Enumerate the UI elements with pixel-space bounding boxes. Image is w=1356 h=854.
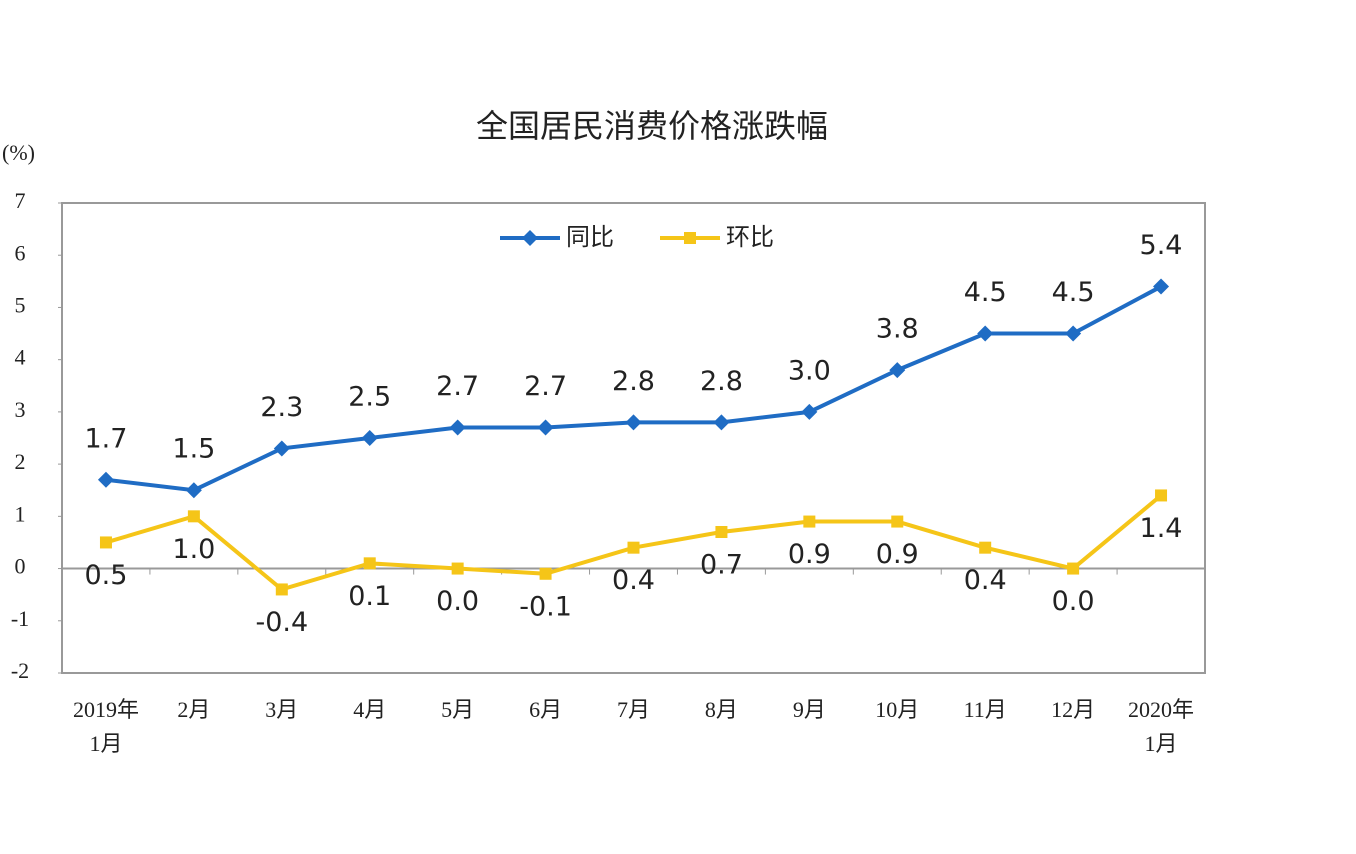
legend-label: 同比 bbox=[566, 223, 614, 251]
data-label: 1.4 bbox=[1140, 513, 1183, 544]
x-tick-label: 4月 bbox=[353, 697, 386, 722]
data-label: 2.8 bbox=[700, 366, 743, 397]
data-label: 2.3 bbox=[260, 392, 303, 423]
data-label: -0.4 bbox=[255, 607, 308, 638]
y-axis-label: (%) bbox=[2, 140, 35, 165]
data-label: 0.0 bbox=[1052, 586, 1095, 617]
data-label: -0.1 bbox=[519, 591, 572, 622]
point bbox=[187, 510, 200, 523]
y-tick-label: 0 bbox=[15, 554, 26, 579]
point bbox=[979, 541, 992, 554]
y-tick-label: 7 bbox=[15, 188, 26, 213]
data-label: 0.9 bbox=[876, 539, 919, 570]
point bbox=[361, 430, 378, 446]
x-tick-label: 3月 bbox=[265, 697, 298, 722]
data-label: 2.7 bbox=[436, 371, 479, 402]
data-label: 5.4 bbox=[1140, 230, 1183, 261]
point bbox=[1065, 325, 1082, 342]
data-label: 4.5 bbox=[964, 277, 1007, 308]
chart-title: 全国居民消费价格涨跌幅 bbox=[476, 107, 828, 145]
x-tick-label: 2月 bbox=[177, 697, 210, 722]
y-tick-label: -2 bbox=[11, 658, 29, 683]
point bbox=[715, 526, 728, 538]
plot-area bbox=[61, 202, 1206, 674]
point bbox=[363, 557, 376, 570]
x-tick-label: 8月 bbox=[705, 697, 738, 722]
data-label: 1.5 bbox=[172, 434, 215, 465]
data-label: 2.8 bbox=[612, 366, 655, 397]
point bbox=[451, 562, 464, 575]
data-label: 0.4 bbox=[612, 565, 655, 596]
x-tick-label: 9月 bbox=[793, 697, 826, 722]
x-tick-label: 11月 bbox=[964, 697, 1007, 722]
data-label: 1.0 bbox=[172, 534, 215, 565]
x-tick-label: 10月 bbox=[875, 697, 919, 722]
point bbox=[891, 515, 904, 528]
point bbox=[889, 362, 906, 379]
point bbox=[97, 471, 114, 488]
point bbox=[1155, 489, 1168, 502]
point bbox=[275, 583, 288, 596]
data-label: 2.5 bbox=[348, 382, 391, 413]
data-label: 3.0 bbox=[788, 355, 831, 386]
point bbox=[625, 414, 642, 431]
y-tick-label: 6 bbox=[15, 240, 26, 265]
y-tick-label: 1 bbox=[15, 501, 26, 526]
point bbox=[449, 419, 466, 436]
data-label: 0.9 bbox=[788, 539, 831, 570]
y-tick-label: -1 bbox=[11, 606, 29, 631]
y-tick-label: 3 bbox=[15, 397, 26, 422]
point bbox=[713, 414, 730, 431]
data-label: 0.5 bbox=[84, 560, 127, 591]
data-label: 0.4 bbox=[964, 565, 1007, 596]
x-tick-label: 5月 bbox=[441, 697, 474, 722]
data-label: 4.5 bbox=[1052, 277, 1095, 308]
point bbox=[537, 419, 554, 436]
data-label: 0.1 bbox=[348, 581, 391, 612]
point bbox=[273, 440, 290, 457]
point bbox=[627, 541, 640, 554]
data-label: 1.7 bbox=[84, 423, 127, 454]
data-label: 3.8 bbox=[876, 314, 919, 345]
point bbox=[99, 536, 112, 549]
point bbox=[977, 325, 994, 342]
x-tick-label: 12月 bbox=[1051, 697, 1095, 722]
y-tick-label: 2 bbox=[15, 449, 26, 474]
point bbox=[1153, 278, 1170, 295]
y-tick-label: 5 bbox=[15, 292, 26, 317]
series: 1.7 1.5 2.3 2.5 2.7 2.7 2.8 2.8 3.0 3.8 4.5 4.5 5.4 bbox=[84, 230, 1183, 499]
legend-marker bbox=[684, 232, 696, 244]
point bbox=[801, 403, 818, 420]
x-tick-label: 2019年 1月 bbox=[73, 697, 139, 756]
series: 0.5 1.0 -0.4 0.1 0.0 -0.1 0.4 0.7 0.9 0.9 0.4 0.0 1.… bbox=[84, 489, 1183, 638]
data-label: 0.0 bbox=[436, 586, 479, 617]
legend-marker bbox=[522, 230, 538, 246]
data-label: 0.7 bbox=[700, 550, 743, 581]
point bbox=[185, 482, 202, 499]
point bbox=[1067, 562, 1080, 575]
y-tick-label: 4 bbox=[15, 345, 26, 370]
x-tick-label: 2020年 1月 bbox=[1128, 697, 1194, 756]
data-label: 2.7 bbox=[524, 371, 567, 402]
x-tick-label: 7月 bbox=[617, 697, 650, 722]
x-tick-label: 6月 bbox=[529, 697, 562, 722]
legend-label: 环比 bbox=[726, 223, 774, 251]
point bbox=[803, 515, 816, 528]
point bbox=[539, 567, 552, 580]
